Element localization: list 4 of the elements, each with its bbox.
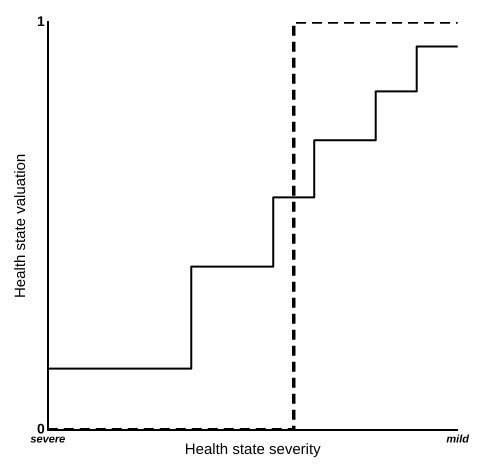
y-axis-title: Health state valuation bbox=[12, 154, 30, 298]
x-axis-title: Health state severity bbox=[184, 441, 322, 458]
y-tick-label: 1 bbox=[36, 12, 45, 29]
x-tick-label: mild bbox=[446, 433, 470, 446]
